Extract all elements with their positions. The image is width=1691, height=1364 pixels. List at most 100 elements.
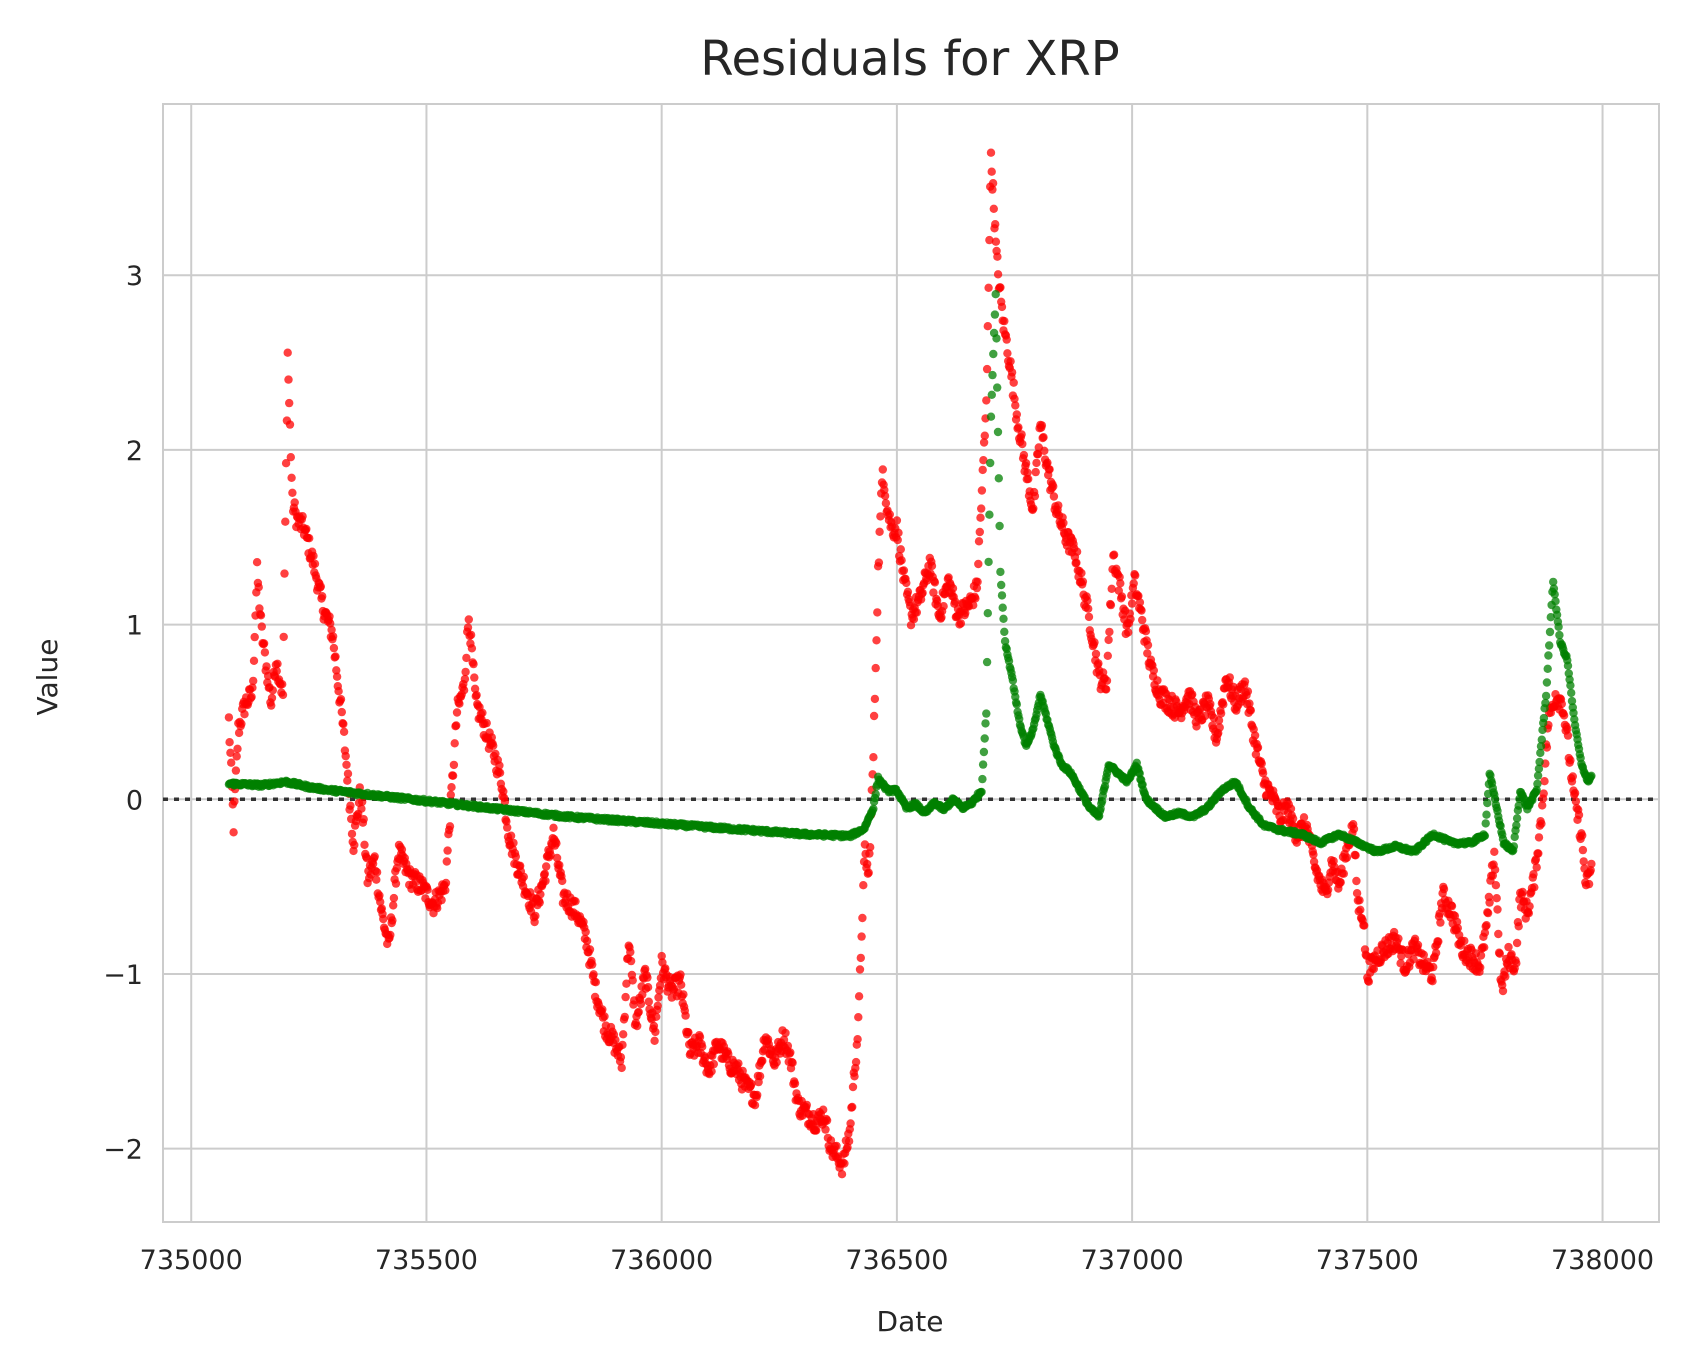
y-tick-label: 2 — [126, 436, 143, 467]
data-point — [1219, 700, 1228, 709]
data-point — [974, 559, 983, 569]
y-tick-label: 3 — [126, 261, 143, 292]
data-point — [588, 960, 597, 969]
data-point — [902, 578, 911, 588]
data-point — [999, 614, 1008, 623]
data-point — [1460, 936, 1469, 946]
data-point — [1485, 898, 1494, 907]
data-point — [1550, 590, 1559, 599]
data-point — [979, 747, 989, 757]
data-point — [975, 527, 984, 537]
data-point — [851, 1057, 861, 1067]
data-point — [676, 970, 685, 979]
data-point — [1324, 878, 1334, 887]
data-point — [360, 840, 369, 849]
data-point — [1091, 649, 1101, 659]
data-point — [1225, 673, 1235, 682]
data-point — [284, 375, 293, 384]
data-point — [328, 632, 338, 641]
data-point — [991, 237, 1001, 246]
data-point — [343, 769, 353, 778]
x-tick-label: 735500 — [375, 1245, 478, 1276]
data-point — [519, 872, 528, 881]
data-point — [980, 431, 989, 440]
data-point — [1129, 579, 1138, 588]
data-point — [987, 167, 996, 176]
y-tick-label: 1 — [126, 611, 143, 642]
data-point — [1492, 894, 1501, 903]
data-point — [912, 608, 921, 617]
data-point — [339, 719, 348, 729]
data-point — [821, 1125, 830, 1134]
data-point — [657, 951, 666, 961]
data-point — [998, 603, 1007, 612]
data-point — [357, 804, 366, 813]
data-point — [1072, 558, 1081, 567]
data-point — [874, 558, 884, 567]
data-point — [1094, 659, 1103, 668]
data-point — [249, 676, 258, 686]
data-point — [1578, 845, 1588, 855]
data-point — [881, 499, 891, 508]
data-point — [1551, 597, 1560, 606]
data-point — [1512, 938, 1522, 948]
data-point — [997, 580, 1006, 590]
data-point — [832, 1141, 841, 1151]
data-point — [549, 823, 558, 832]
data-point — [986, 148, 996, 157]
data-point — [502, 817, 511, 826]
data-point — [1563, 724, 1572, 734]
data-point — [903, 587, 913, 596]
data-point — [437, 895, 446, 905]
data-point — [684, 1028, 693, 1037]
data-point — [279, 632, 288, 642]
data-point — [1246, 706, 1256, 715]
data-point — [310, 559, 320, 568]
data-point — [1117, 592, 1127, 601]
data-point — [268, 686, 277, 695]
data-point — [880, 491, 890, 501]
x-tick-label: 738000 — [1551, 1245, 1654, 1276]
data-point — [871, 790, 880, 799]
data-point — [461, 667, 470, 677]
data-point — [552, 853, 562, 863]
data-point — [1105, 627, 1114, 637]
data-point — [375, 891, 384, 900]
data-point — [248, 683, 257, 692]
data-point — [585, 945, 595, 954]
data-point — [997, 302, 1007, 312]
data-point — [788, 1058, 797, 1067]
data-point — [870, 694, 880, 704]
data-point — [636, 999, 646, 1009]
data-point — [386, 930, 395, 940]
data-point — [1512, 959, 1521, 968]
data-point — [388, 916, 397, 925]
data-point — [536, 890, 545, 899]
data-point — [1352, 889, 1362, 898]
data-point — [790, 1079, 800, 1088]
data-point — [325, 612, 334, 621]
data-point — [267, 701, 276, 710]
data-point — [651, 1027, 660, 1037]
data-point — [478, 708, 487, 717]
data-point — [1351, 851, 1360, 860]
data-point — [1369, 964, 1379, 974]
data-point — [1568, 772, 1578, 781]
data-point — [305, 534, 314, 543]
data-point — [1509, 842, 1519, 851]
data-point — [986, 458, 995, 468]
data-point — [542, 862, 551, 871]
data-point — [994, 474, 1003, 483]
data-point — [1141, 627, 1151, 636]
data-point — [618, 1040, 627, 1050]
data-point — [626, 947, 635, 957]
data-point — [1356, 905, 1365, 914]
data-point — [633, 1021, 642, 1031]
data-point — [1342, 853, 1352, 862]
data-point — [758, 1056, 767, 1066]
data-point — [1542, 678, 1552, 687]
data-point — [1188, 690, 1197, 699]
data-point — [1018, 439, 1027, 449]
data-point — [1126, 614, 1135, 624]
data-point — [389, 893, 399, 903]
